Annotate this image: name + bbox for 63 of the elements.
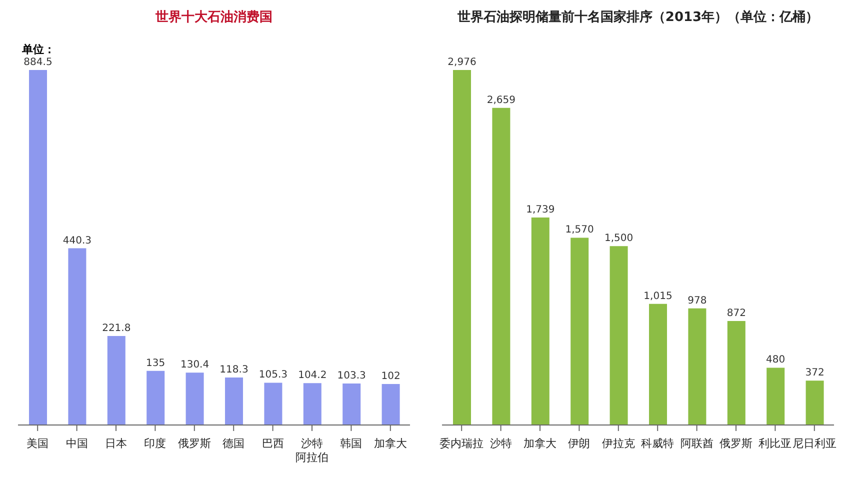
x-tick-label: 科威特 [641, 437, 674, 450]
x-tick-label: 日本 [105, 437, 127, 450]
bar [107, 336, 126, 425]
bar [492, 108, 510, 425]
data-label: 221.8 [102, 322, 131, 334]
bar [146, 370, 165, 425]
text: 单位： [22, 42, 55, 57]
x-tick-label: 沙特阿拉伯 [296, 437, 328, 464]
bar [342, 384, 361, 425]
x-tick-label: 伊拉克 [602, 437, 635, 450]
data-label: 118.3 [220, 364, 248, 376]
data-label: 884.5 [24, 57, 52, 68]
bar [727, 320, 746, 425]
data-label: 1,500 [604, 233, 634, 244]
x-tick-label: 俄罗斯 [178, 437, 211, 450]
data-label: 1,015 [644, 290, 672, 302]
data-label: 104.2 [298, 370, 327, 382]
bar [186, 372, 204, 425]
x-tick-label: 加拿大 [524, 437, 556, 450]
data-label: 872 [726, 308, 746, 319]
bar [570, 238, 589, 425]
x-tick-label: 俄罗斯 [720, 437, 752, 450]
bar [68, 248, 86, 425]
data-label: 2,976 [448, 57, 476, 68]
bar [453, 70, 471, 425]
x-tick-label: 利比亚 [758, 437, 792, 450]
data-label: 978 [688, 295, 707, 306]
x-tick-label: 沙特 [490, 437, 512, 450]
data-label: 102 [381, 371, 400, 382]
data-label: 372 [805, 368, 824, 379]
bar [766, 368, 785, 425]
bar [225, 378, 243, 425]
bar [688, 308, 706, 425]
x-tick-label: 中国 [66, 437, 88, 450]
bar [531, 218, 550, 425]
x-tick-label: 委内瑞拉 [440, 437, 484, 450]
x-tick-label: 尼日利亚 [792, 437, 836, 450]
data-label: 480 [766, 354, 786, 366]
data-label: 1,739 [526, 204, 555, 216]
x-tick-label: 韩国 [340, 437, 362, 450]
chart-title: 世界十大石油消费国 [154, 9, 274, 27]
x-tick-label: 印度 [144, 437, 166, 450]
chart-title: 世界石油探明储量前十名国家排序（2013年）（单位：亿桶） [456, 8, 820, 27]
bar [382, 384, 400, 425]
bar [610, 246, 628, 425]
bar [649, 304, 667, 425]
bar [264, 382, 282, 425]
x-tick-label: 德国 [222, 437, 245, 450]
data-label: 105.3 [258, 370, 288, 381]
bar [806, 380, 824, 425]
bar [29, 70, 47, 425]
data-label: 103.3 [337, 370, 366, 382]
data-label: 130.4 [180, 360, 210, 371]
data-label: 440.3 [62, 235, 92, 246]
data-label: 2,659 [486, 94, 516, 106]
bar [303, 383, 322, 425]
x-tick-label: 巴西 [262, 437, 284, 450]
x-tick-label: 加拿大 [374, 437, 407, 450]
x-tick-label: 伊朗 [568, 437, 590, 450]
data-label: 1,570 [565, 224, 594, 236]
x-tick-label: 阿联酋 [680, 437, 714, 450]
data-label: 135 [146, 358, 166, 369]
x-tick-label: 美国 [26, 437, 49, 450]
